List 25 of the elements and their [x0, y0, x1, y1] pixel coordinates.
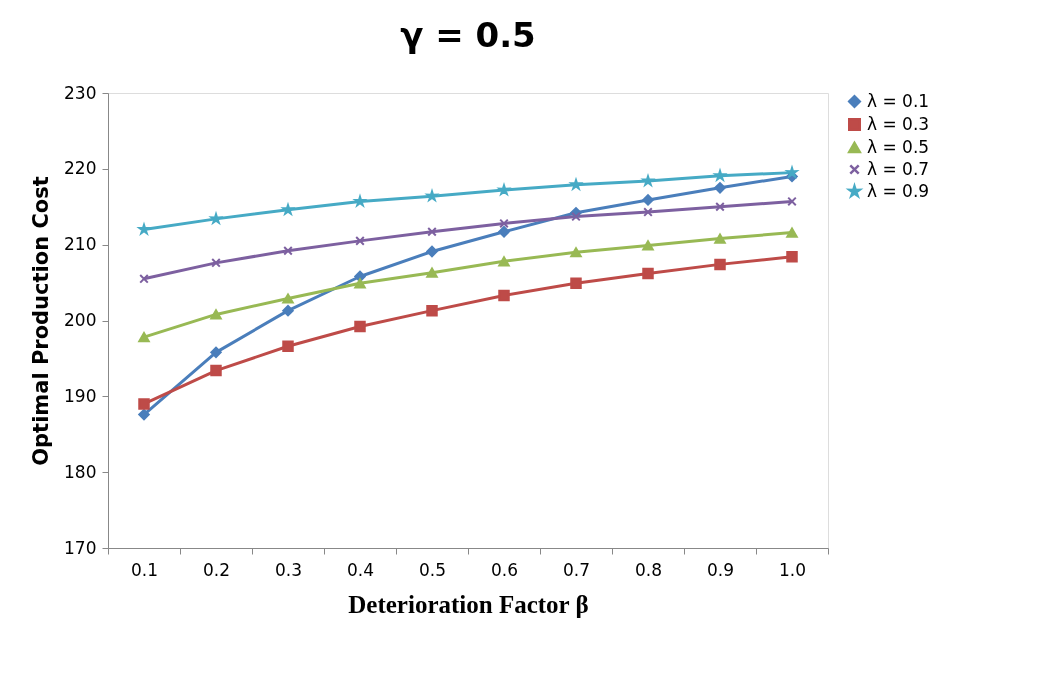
y-tick-label: 170 — [64, 537, 97, 558]
y-tick-label: 230 — [64, 82, 97, 103]
x-tick-label: 0.7 — [562, 559, 591, 580]
legend-label: λ = 0.9 — [867, 180, 930, 201]
y-tick-label: 210 — [64, 234, 97, 255]
x-tick-label: 0.1 — [130, 559, 159, 580]
y-tick-label: 180 — [64, 461, 97, 482]
y-tick-label: 220 — [64, 158, 97, 179]
y-tick-label: 190 — [64, 385, 97, 406]
x-tick-label: 0.3 — [274, 559, 303, 580]
x-tick-label: 0.2 — [202, 559, 231, 580]
x-tick-label: 0.5 — [418, 559, 447, 580]
x-tick-label: 0.9 — [706, 559, 735, 580]
x-tick-label: 0.6 — [490, 559, 519, 580]
y-tick-label: 200 — [64, 310, 97, 330]
legend-label: λ = 0.1 — [867, 90, 930, 111]
chart-title: γ = 0.5 — [400, 15, 536, 55]
x-tick-label: 0.8 — [634, 559, 663, 580]
x-axis-title: Deterioration Factor β — [348, 590, 589, 618]
y-axis-title: Optimal Production Cost — [29, 176, 54, 466]
x-tick-label: 0.4 — [346, 559, 375, 580]
legend-label: λ = 0.3 — [867, 113, 930, 134]
x-tick-label: 1.0 — [778, 559, 807, 580]
legend-label: λ = 0.7 — [867, 158, 930, 179]
legend-label: λ = 0.5 — [867, 136, 930, 157]
